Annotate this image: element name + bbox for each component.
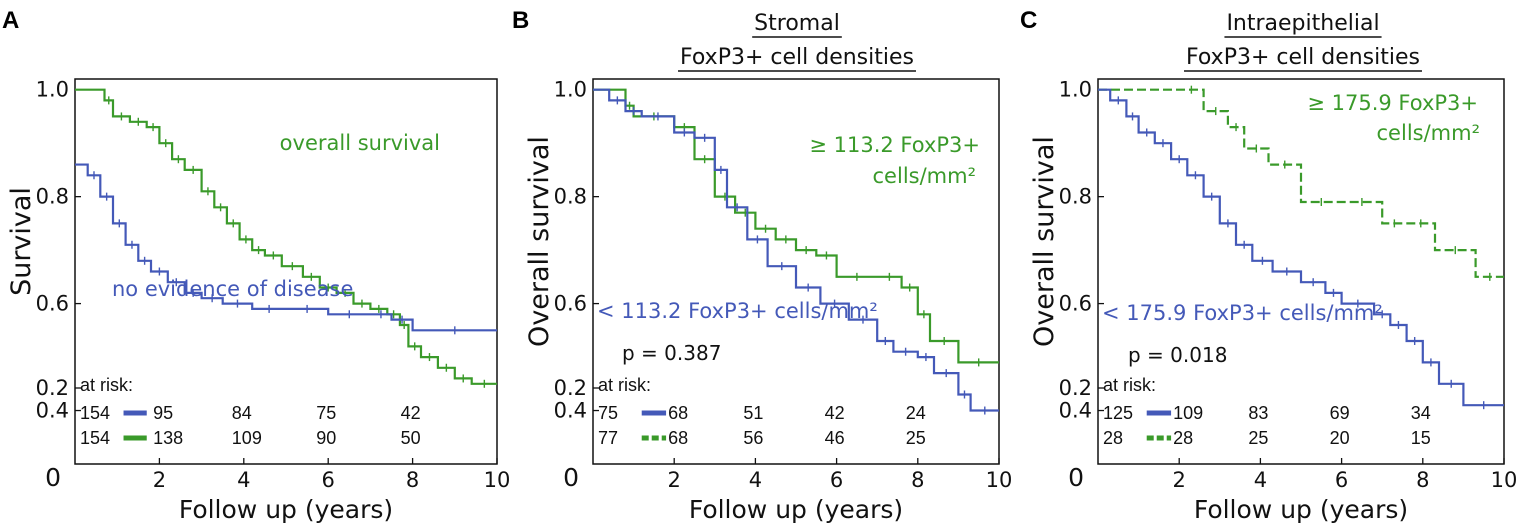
at-risk-value: 42 — [401, 403, 421, 423]
x-axis-label: Follow up (years) — [179, 495, 393, 524]
at-risk-n0: 75 — [598, 403, 618, 423]
series-line — [1098, 88, 1504, 278]
panel-a: A 0.20.4 0.6 0.8 1.0 0 2 4 6 8 10 Follow up (years)… — [2, 7, 510, 524]
series-annotation: cells/mm² — [873, 164, 976, 188]
y-tick-label: 0.6 — [36, 292, 69, 316]
y-tick-label: 0.2 — [1059, 376, 1092, 400]
at-risk-label: at risk: — [598, 375, 651, 395]
series-annotation: cells/mm² — [1377, 121, 1480, 145]
x-axis-label: Follow up (years) — [689, 495, 903, 524]
panel-label: C — [1020, 7, 1037, 34]
x-tick-label: 2 — [153, 468, 166, 492]
y-tick-label: 0.8 — [1059, 185, 1092, 209]
at-risk-value: 20 — [1330, 428, 1350, 448]
y-tick-label: 0.4 — [1059, 399, 1092, 423]
at-risk-value: 69 — [1330, 403, 1350, 423]
series-annotation: < 175.9 FoxP3+ cells/mm² — [1102, 301, 1383, 325]
panel-header-line: Intraepithelial — [1226, 11, 1379, 36]
at-risk-value: 51 — [743, 403, 763, 423]
at-risk-value: 83 — [1248, 403, 1268, 423]
panel-header-line: FoxP3+ cell densities — [680, 45, 914, 70]
y-tick-label: 0.8 — [554, 185, 587, 209]
y-tick-label: 0.4 — [554, 399, 587, 423]
y-origin-label: 0 — [1068, 463, 1084, 492]
y-tick-label: 0.6 — [1059, 292, 1092, 316]
x-tick-label: 4 — [237, 468, 250, 492]
at-risk-value: 95 — [153, 403, 173, 423]
y-axis-label: Overall survival — [1029, 136, 1060, 347]
at-risk-value: 34 — [1411, 403, 1431, 423]
x-tick-label: 10 — [484, 468, 511, 492]
at-risk-n0: 154 — [80, 403, 110, 423]
at-risk-value: 75 — [316, 403, 336, 423]
series-annotation: ≥ 175.9 FoxP3+ — [1307, 91, 1478, 115]
x-tick-label: 8 — [911, 468, 924, 492]
at-risk-value: 90 — [316, 428, 336, 448]
x-tick-label: 6 — [322, 468, 335, 492]
plot-frame — [592, 78, 1000, 465]
at-risk-label: at risk: — [80, 375, 133, 395]
x-tick-label: 4 — [1254, 468, 1267, 492]
panel-c: C Intraepithelial FoxP3+ cell densities 0.2… — [1020, 7, 1517, 524]
series-annotation: no evidence of disease — [112, 277, 353, 301]
panel-header-line: FoxP3+ cell densities — [1186, 45, 1420, 70]
y-origin-label: 0 — [45, 463, 61, 492]
at-risk-n0: 77 — [598, 428, 618, 448]
series-annotation: ≥ 113.2 FoxP3+ — [809, 133, 980, 157]
at-risk-value: 50 — [401, 428, 421, 448]
at-risk-value: 56 — [743, 428, 763, 448]
y-tick-label: 1.0 — [554, 78, 587, 102]
x-tick-label: 2 — [1173, 468, 1186, 492]
panel-label: A — [2, 7, 19, 34]
at-risk-n0: 154 — [80, 428, 110, 448]
panel-header-line: Stromal — [754, 11, 840, 36]
plot-frame — [74, 78, 498, 465]
x-tick-label: 6 — [1335, 468, 1348, 492]
y-tick-label: 1.0 — [1059, 78, 1092, 102]
at-risk-value: 42 — [825, 403, 845, 423]
at-risk-value: 25 — [906, 428, 926, 448]
at-risk-value: 15 — [1411, 428, 1431, 448]
at-risk-value: 68 — [668, 428, 688, 448]
p-value: p = 0.018 — [1128, 343, 1227, 367]
at-risk-value: 28 — [1173, 428, 1193, 448]
at-risk-n0: 125 — [1103, 403, 1133, 423]
panel-label: B — [512, 7, 529, 34]
y-tick-label: 1.0 — [36, 78, 69, 102]
at-risk-value: 46 — [825, 428, 845, 448]
x-tick-label: 4 — [749, 468, 762, 492]
y-axis-label: Overall survival — [524, 136, 555, 347]
y-tick-label: 0.6 — [554, 292, 587, 316]
y-axis-label: Survival — [6, 187, 37, 296]
x-tick-label: 10 — [1491, 468, 1518, 492]
at-risk-value: 84 — [232, 403, 252, 423]
x-tick-label: 8 — [406, 468, 419, 492]
x-tick-label: 2 — [668, 468, 681, 492]
series-line — [75, 163, 497, 332]
y-tick-label: 0.4 — [36, 399, 69, 423]
x-tick-label: 8 — [1416, 468, 1429, 492]
panel-b: B Stromal FoxP3+ cell densities 0.20.4 0.6 0.… — [512, 7, 1012, 524]
at-risk-value: 109 — [1173, 403, 1203, 423]
at-risk-value: 24 — [906, 403, 926, 423]
y-tick-label: 0.2 — [36, 376, 69, 400]
at-risk-value: 138 — [153, 428, 183, 448]
y-tick-label: 0.8 — [36, 185, 69, 209]
at-risk-value: 25 — [1248, 428, 1268, 448]
at-risk-value: 68 — [668, 403, 688, 423]
y-origin-label: 0 — [563, 463, 579, 492]
at-risk-n0: 28 — [1103, 428, 1123, 448]
series-annotation: < 113.2 FoxP3+ cells/mm² — [597, 299, 878, 323]
y-tick-label: 0.2 — [554, 376, 587, 400]
x-tick-label: 10 — [986, 468, 1013, 492]
plot-frame — [1097, 78, 1505, 465]
at-risk-label: at risk: — [1103, 375, 1156, 395]
p-value: p = 0.387 — [622, 341, 721, 365]
x-axis-label: Follow up (years) — [1194, 495, 1408, 524]
at-risk-value: 109 — [232, 428, 262, 448]
x-tick-label: 6 — [830, 468, 843, 492]
series-annotation: overall survival — [280, 131, 440, 155]
